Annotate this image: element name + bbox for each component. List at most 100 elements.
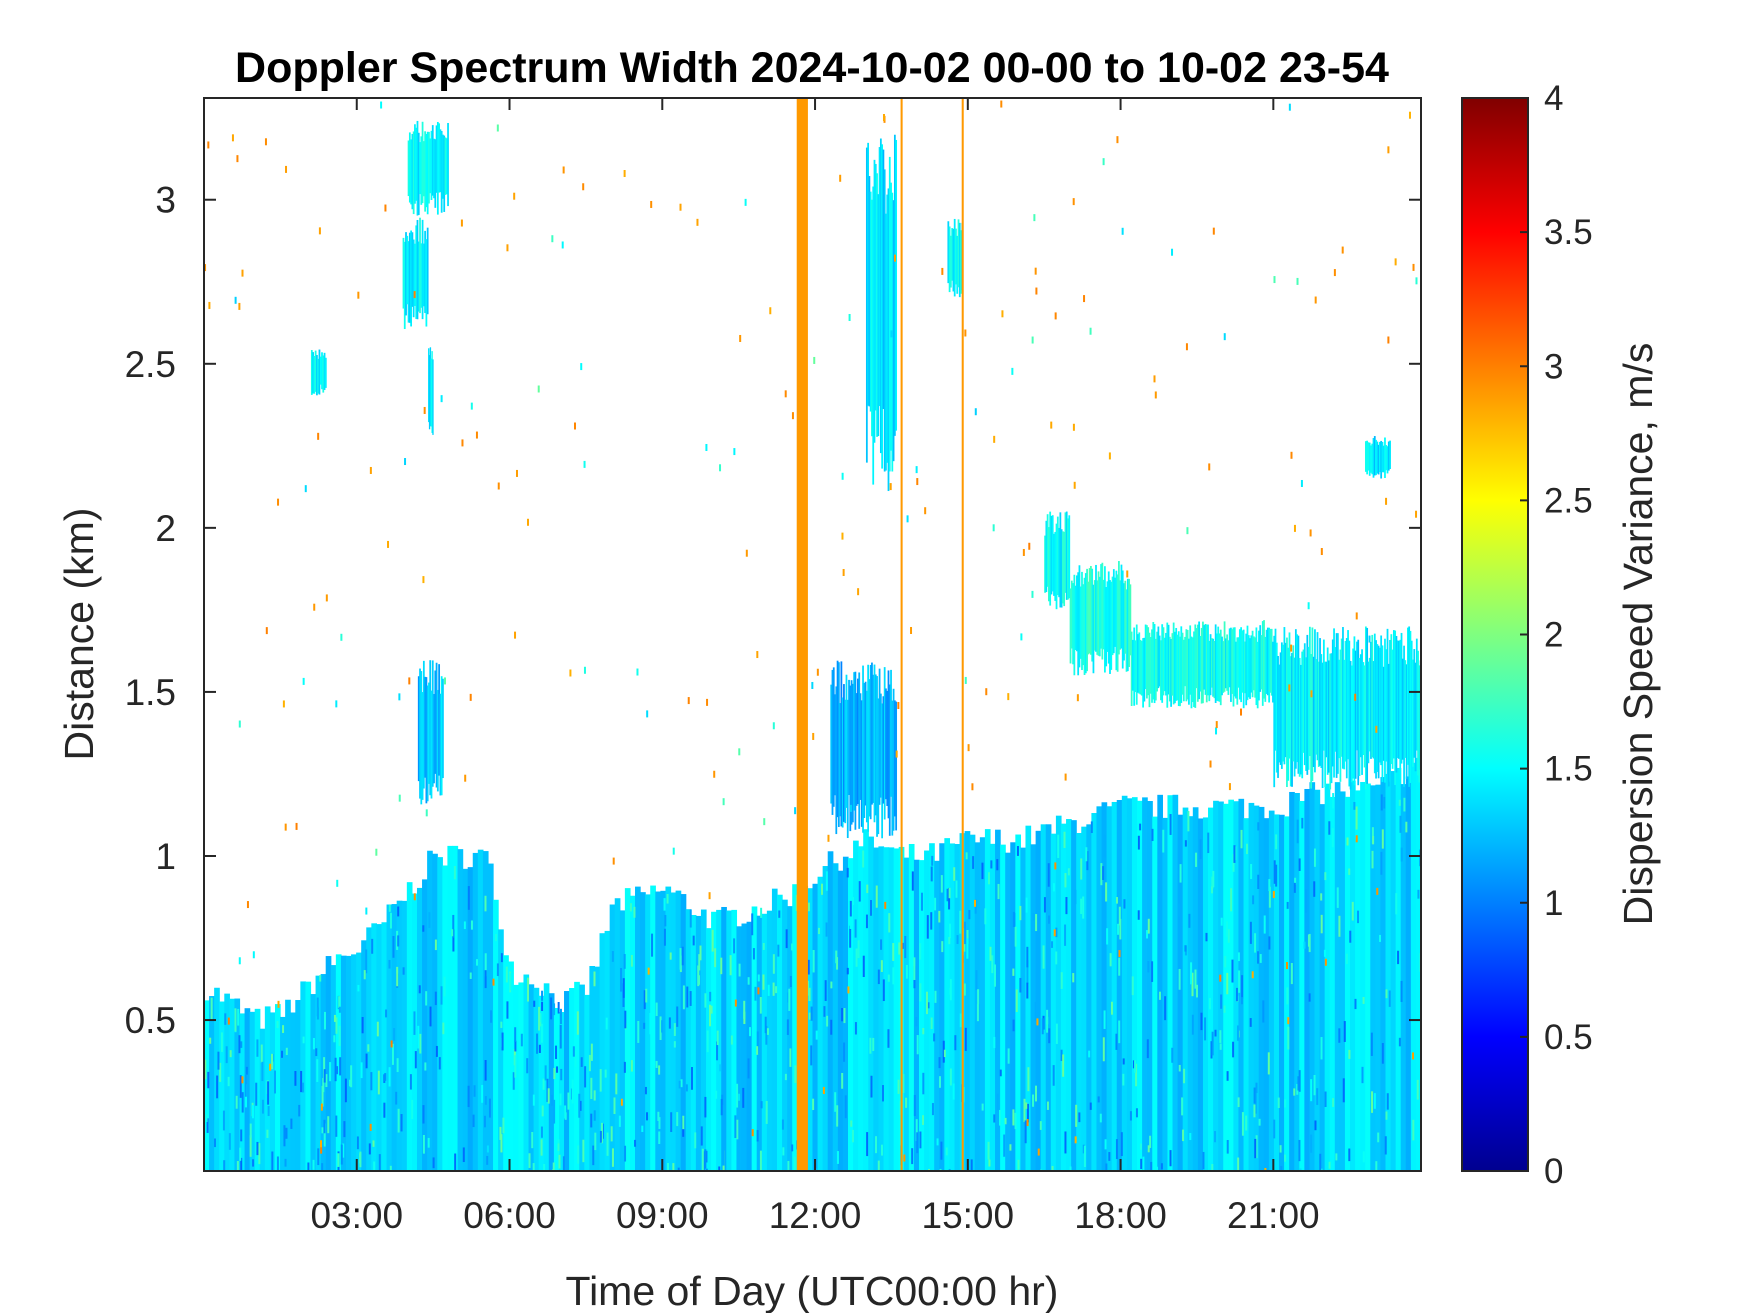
- heatmap-speckle: [392, 935, 395, 958]
- heatmap-speckle: [442, 1022, 445, 1035]
- noise-dot: [1116, 136, 1119, 144]
- heatmap-speckle: [1072, 973, 1075, 983]
- noise-dot: [936, 1138, 939, 1146]
- heatmap-speckle: [1100, 863, 1103, 886]
- heatmap-column: [285, 999, 291, 1171]
- cloud-patch-cell: [434, 139, 437, 208]
- noise-dot: [1074, 1136, 1077, 1144]
- heatmap-speckle: [1395, 893, 1398, 915]
- colorbar-tick-label: 4: [1544, 79, 1563, 118]
- cloud-patch-cell: [1349, 660, 1352, 790]
- noise-dot: [497, 482, 500, 490]
- heatmap-column: [1106, 806, 1113, 1171]
- cloud-patch-cell: [1106, 581, 1109, 652]
- heatmap-column: [1167, 795, 1174, 1171]
- cloud-patch-cell: [1144, 624, 1147, 690]
- heatmap-speckle: [1258, 1118, 1261, 1126]
- heatmap-column: [401, 900, 408, 1171]
- heatmap-speckle: [592, 1145, 595, 1166]
- y-tick-label: 2.5: [125, 344, 176, 385]
- heatmap-speckle: [443, 976, 446, 997]
- heatmap-speckle: [1314, 1120, 1317, 1131]
- heatmap-column: [1344, 796, 1351, 1171]
- heatmap-speckle: [593, 971, 596, 987]
- cloud-patch-cell: [1165, 632, 1167, 696]
- cloud-patch-cell: [1392, 630, 1395, 759]
- noise-dot: [893, 254, 896, 262]
- cloud-patch-cell: [835, 686, 838, 835]
- cloud-patch-cell: [1073, 574, 1076, 676]
- heatmap-speckle: [658, 1131, 661, 1145]
- cloud-patch-cell: [873, 159, 876, 443]
- heatmap-speckle: [454, 1153, 457, 1171]
- cloud-patch-cell: [1148, 632, 1151, 708]
- heatmap-speckle: [590, 1113, 593, 1128]
- noise-dot: [1355, 835, 1358, 843]
- heatmap-column: [868, 836, 874, 1171]
- noise-dot: [422, 576, 425, 584]
- heatmap-speckle: [701, 1148, 704, 1171]
- cloud-patch-cell: [1363, 665, 1366, 768]
- heatmap-speckle: [793, 1156, 796, 1171]
- heatmap-speckle: [556, 1066, 559, 1073]
- noise-dot: [1290, 451, 1293, 459]
- cloud-patch-cell: [1133, 627, 1136, 706]
- noise-dot: [623, 170, 626, 178]
- noise-dot: [733, 448, 736, 456]
- noise-dot: [849, 804, 852, 812]
- heatmap-speckle: [376, 1021, 379, 1037]
- heatmap-column: [482, 851, 489, 1171]
- heatmap-speckle: [1232, 854, 1235, 872]
- heatmap-speckle: [1034, 1085, 1037, 1102]
- heatmap-speckle: [1178, 968, 1181, 990]
- heatmap-speckle: [677, 1167, 680, 1171]
- heatmap-speckle: [1178, 1064, 1181, 1072]
- heatmap-speckle: [1194, 969, 1197, 989]
- heatmap-speckle: [1310, 1134, 1313, 1153]
- cloud-patch-cell: [1050, 515, 1053, 595]
- heatmap-speckle: [383, 1102, 386, 1118]
- y-tick-label: 1.5: [125, 672, 176, 713]
- cloud-patch-cell: [1097, 571, 1100, 656]
- heatmap-column: [807, 888, 814, 1171]
- heatmap-column: [1390, 771, 1397, 1171]
- heatmap-speckle: [1371, 1091, 1374, 1113]
- cloud-patch-cell: [878, 668, 881, 805]
- cloud-patch-cell: [1372, 661, 1375, 759]
- cloud-patch-cell: [1170, 638, 1172, 707]
- heatmap-speckle: [844, 1095, 847, 1119]
- noise-dot: [234, 296, 237, 304]
- heatmap-speckle: [1380, 851, 1383, 875]
- heatmap-column: [858, 846, 864, 1171]
- noise-dot: [398, 794, 401, 802]
- cloud-patch-cell: [410, 230, 413, 327]
- noise-dot: [897, 702, 900, 710]
- cloud-patch-cell: [1287, 647, 1290, 781]
- heatmap-speckle: [411, 1099, 414, 1120]
- heatmap-speckle: [1146, 930, 1149, 939]
- heatmap-speckle: [655, 1002, 658, 1017]
- heatmap-speckle: [663, 928, 666, 946]
- heatmap-column: [432, 853, 438, 1171]
- noise-dot: [772, 722, 775, 730]
- cloud-patch-cell: [1347, 630, 1349, 760]
- cloud-patch-cell: [1171, 633, 1174, 696]
- heatmap-speckle: [540, 1126, 543, 1138]
- heatmap-column: [548, 993, 555, 1171]
- heatmap-speckle: [1298, 1139, 1301, 1162]
- vertical-streak: [961, 98, 964, 1171]
- heatmap-speckle: [1067, 868, 1070, 876]
- heatmap-speckle: [1063, 831, 1066, 848]
- heatmap-column: [989, 843, 996, 1171]
- heatmap-speckle: [1375, 1161, 1378, 1171]
- heatmap-speckle: [670, 1112, 673, 1132]
- colorbar-tick-label: 1.5: [1544, 750, 1593, 789]
- heatmap-speckle: [1267, 1052, 1270, 1075]
- heatmap-speckle: [532, 1094, 535, 1106]
- heatmap-speckle: [1135, 1063, 1138, 1087]
- heatmap-speckle: [949, 979, 952, 1001]
- noise-dot: [708, 892, 711, 900]
- heatmap-speckle: [866, 1132, 869, 1157]
- cloud-patch-cell: [1203, 625, 1206, 690]
- heatmap-speckle: [846, 867, 849, 878]
